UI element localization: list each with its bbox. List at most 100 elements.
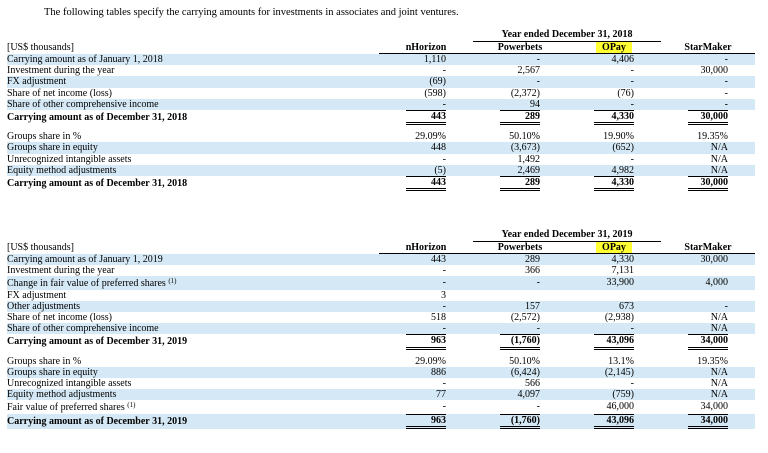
value-cell: 30,000 bbox=[661, 176, 755, 192]
total-row: Carrying amount as of December 31, 2018 4… bbox=[7, 110, 755, 126]
row-label-cell: FX adjustment bbox=[7, 76, 379, 88]
row-label-cell: Investment during the year bbox=[7, 65, 379, 76]
cell-value: 46,000 bbox=[606, 401, 635, 413]
cell-value: 4,330 bbox=[611, 254, 635, 265]
row-label-cell: Share of net income (loss) bbox=[7, 88, 379, 99]
value-cell: (6,424) bbox=[473, 366, 567, 379]
cell-value: - bbox=[630, 153, 634, 165]
cell-value: (69) bbox=[429, 76, 446, 88]
value-cell: N/A bbox=[661, 154, 755, 165]
table-row: Unrecognized intangible assets - 566 - N/A bbox=[7, 378, 755, 389]
cell-value: - bbox=[630, 98, 634, 110]
table-row: Carrying amount as of January 1, 2019 443… bbox=[7, 253, 755, 266]
value-cell: 4,982 bbox=[567, 164, 661, 177]
row-label: Investment during the year bbox=[7, 65, 115, 77]
cell-value: - bbox=[442, 300, 446, 312]
column-header-label: nHorizon bbox=[405, 241, 447, 253]
value-cell: 963 bbox=[379, 334, 473, 350]
cell-value: - bbox=[442, 98, 446, 110]
table-row: FX adjustment (69) - - - bbox=[7, 76, 755, 88]
cell-value: - bbox=[724, 87, 728, 99]
value-cell: - bbox=[379, 265, 473, 276]
cell-value: N/A bbox=[710, 366, 728, 378]
period-header-row: Year ended December 31, 2019 bbox=[7, 229, 755, 242]
cell-value: 3 bbox=[441, 289, 446, 301]
cell-value: 673 bbox=[619, 300, 634, 312]
cell-value: 963 bbox=[406, 334, 446, 350]
value-cell: (76) bbox=[567, 88, 661, 99]
cell-value: 43,096 bbox=[594, 413, 634, 429]
value-cell: - bbox=[567, 98, 661, 111]
value-cell: 30,000 bbox=[661, 110, 755, 126]
column-header-label: OPay bbox=[596, 242, 632, 253]
row-label-cell: Equity method adjustments bbox=[7, 164, 379, 177]
value-cell: (652) bbox=[567, 142, 661, 154]
value-cell: 443 bbox=[379, 253, 473, 266]
value-cell: 4,406 bbox=[567, 53, 661, 66]
table-2019: Year ended December 31, 2019 [US$ thousan… bbox=[7, 229, 755, 429]
cell-value: 4,406 bbox=[611, 54, 635, 65]
value-cell: 29.09% bbox=[379, 131, 473, 142]
row-label-cell: Groups share in equity bbox=[7, 142, 379, 154]
cell-value: 443 bbox=[406, 110, 446, 126]
value-cell: N/A bbox=[661, 312, 755, 323]
value-cell: 19.35% bbox=[661, 131, 755, 142]
cell-value: - bbox=[536, 323, 540, 335]
column-header-row: [US$ thousands] nHorizon Powerbets OPay Star… bbox=[7, 41, 755, 54]
table-row: Groups share in equity 448 (3,673) (652) N/A bbox=[7, 142, 755, 154]
cell-value: 4,097 bbox=[517, 389, 541, 401]
column-header: StarMaker bbox=[661, 41, 755, 54]
cell-value: 289 bbox=[525, 254, 540, 265]
value-cell: 50.10% bbox=[473, 131, 567, 142]
cell-value: 518 bbox=[431, 312, 446, 324]
footnote-marker: (1) bbox=[168, 277, 177, 286]
table-row: Change in fair value of preferred shares… bbox=[7, 276, 755, 290]
cell-value: 4,000 bbox=[705, 277, 729, 289]
value-cell: N/A bbox=[661, 378, 755, 389]
value-cell: 448 bbox=[379, 142, 473, 154]
cell-value: 289 bbox=[500, 110, 540, 126]
cell-value: N/A bbox=[710, 153, 728, 165]
value-cell: N/A bbox=[661, 142, 755, 154]
row-label: Carrying amount as of December 31, 2018 bbox=[7, 178, 188, 190]
footnote-marker: (1) bbox=[127, 401, 136, 410]
unit-label: [US$ thousands] bbox=[7, 242, 74, 253]
cell-value: - bbox=[630, 76, 634, 88]
value-cell: (759) bbox=[567, 389, 661, 401]
table-row: FX adjustment 3 bbox=[7, 290, 755, 301]
cell-value: N/A bbox=[710, 142, 728, 154]
cell-value: 366 bbox=[525, 265, 540, 277]
value-cell: 289 bbox=[473, 176, 567, 192]
row-label-cell: Investment during the year bbox=[7, 265, 379, 276]
cell-value: - bbox=[630, 323, 634, 335]
table-row: Share of other comprehensive income - 94 - - bbox=[7, 98, 755, 111]
row-label: Share of net income (loss) bbox=[7, 312, 112, 324]
value-cell: 34,000 bbox=[661, 413, 755, 429]
column-header-label: Powerbets bbox=[497, 42, 543, 53]
row-label: Unrecognized intangible assets bbox=[7, 153, 132, 165]
cell-value: 963 bbox=[406, 413, 446, 429]
row-label: Equity method adjustments bbox=[7, 389, 117, 401]
cell-value: 34,000 bbox=[688, 334, 728, 350]
value-cell: - bbox=[473, 323, 567, 335]
value-cell: - bbox=[379, 323, 473, 335]
cell-value: - bbox=[442, 323, 446, 335]
row-label-cell: Other adjustments bbox=[7, 300, 379, 313]
value-cell: (3,673) bbox=[473, 142, 567, 154]
value-cell: (2,145) bbox=[567, 366, 661, 379]
column-header-label: OPay bbox=[596, 42, 632, 53]
cell-value: (2,145) bbox=[604, 366, 634, 378]
cell-value: 30,000 bbox=[700, 65, 729, 77]
value-cell bbox=[661, 290, 755, 301]
value-cell: - bbox=[567, 76, 661, 88]
cell-value: 157 bbox=[525, 300, 540, 312]
value-cell: (2,372) bbox=[473, 88, 567, 99]
cell-value: 448 bbox=[431, 142, 446, 154]
table-row: Equity method adjustments 77 4,097 (759) N/A bbox=[7, 389, 755, 401]
value-cell: N/A bbox=[661, 366, 755, 379]
value-cell: 1,110 bbox=[379, 53, 473, 66]
value-cell: - bbox=[567, 323, 661, 335]
value-cell: 43,096 bbox=[567, 334, 661, 350]
value-cell: 443 bbox=[379, 176, 473, 192]
value-cell: 30,000 bbox=[661, 253, 755, 266]
